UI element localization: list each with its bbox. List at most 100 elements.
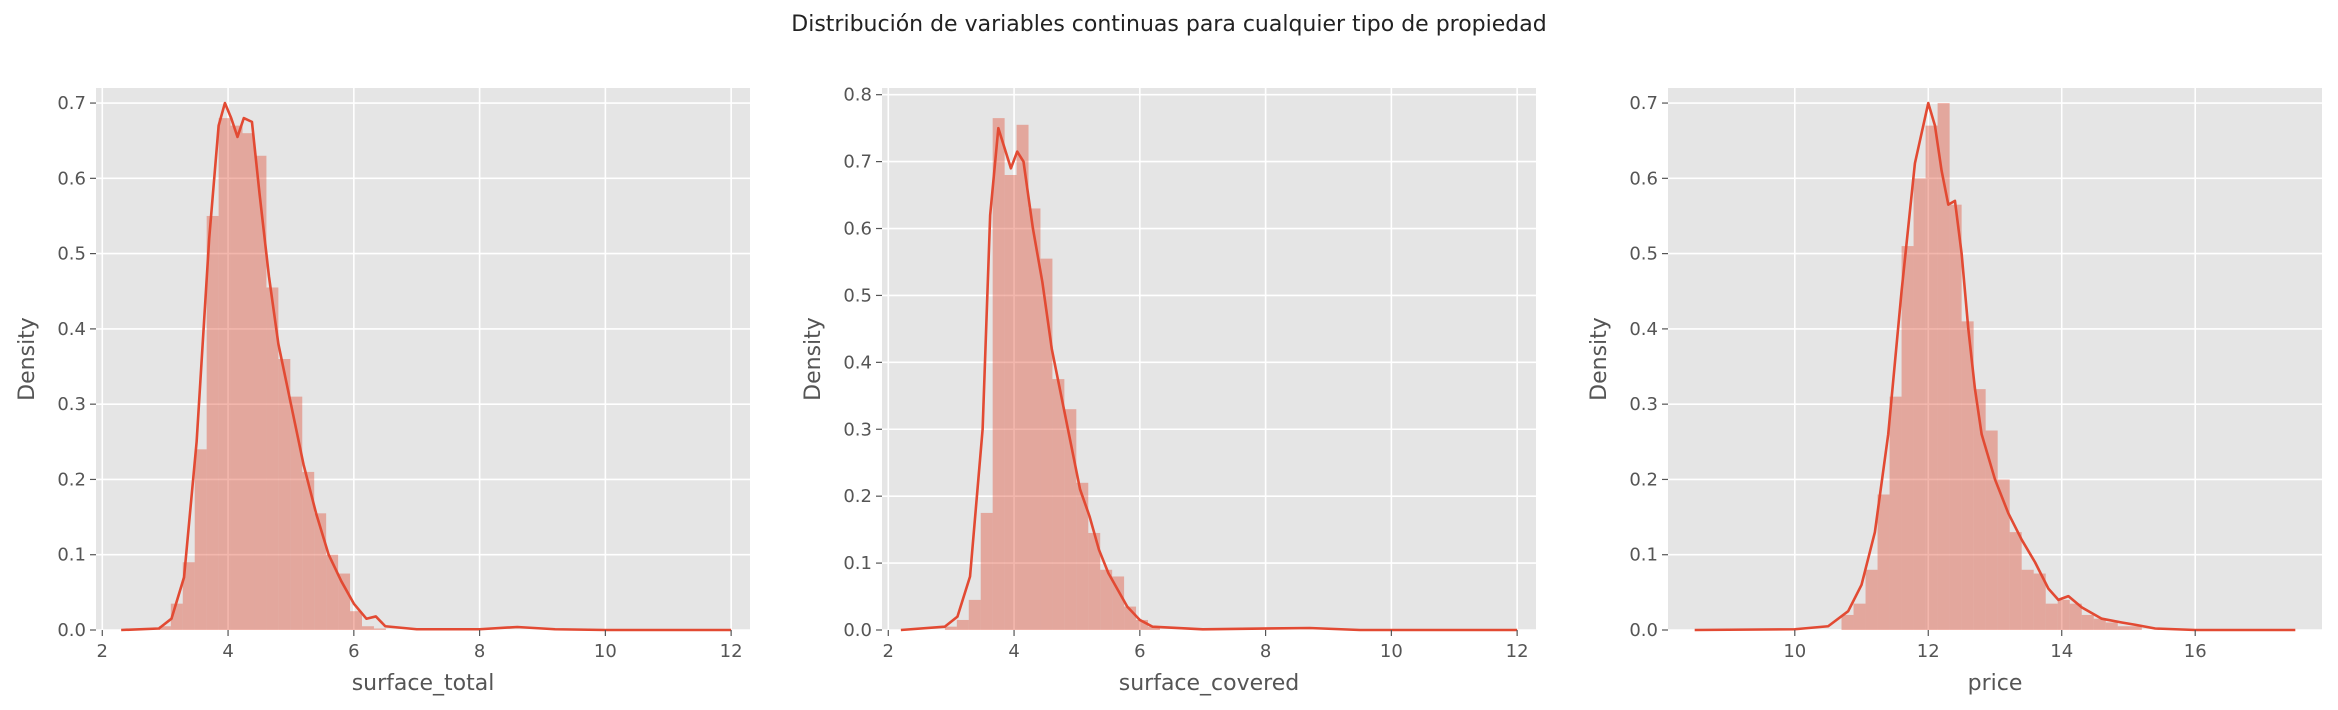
histogram-bar — [338, 573, 351, 630]
histogram-bar — [2021, 569, 2034, 630]
histogram-bar — [1925, 125, 1938, 630]
y-tick-label: 0.3 — [1629, 394, 1658, 415]
histogram-bar — [944, 626, 957, 630]
histogram-bar — [2129, 626, 2142, 630]
y-tick-label: 0.5 — [1629, 244, 1658, 265]
y-tick-label: 0.2 — [57, 469, 86, 490]
histogram-bar — [2081, 614, 2094, 630]
histogram-bar — [278, 359, 291, 630]
y-tick-label: 0.3 — [57, 394, 86, 415]
y-tick-label: 0.4 — [1629, 319, 1658, 340]
histogram-bar — [242, 133, 255, 630]
histogram-bar — [158, 626, 171, 630]
histogram-bar — [2033, 573, 2046, 630]
histogram-bar — [182, 562, 195, 630]
x-tick-label: 12 — [720, 641, 743, 662]
histogram-bar — [1865, 569, 1878, 630]
y-tick-label: 0.4 — [843, 352, 872, 373]
histogram-bar — [992, 118, 1005, 630]
histogram-bar — [326, 554, 339, 630]
histogram-bar — [1088, 532, 1101, 630]
x-tick-label: 10 — [1783, 641, 1806, 662]
histogram-bar — [1016, 124, 1029, 631]
figure-title: Distribución de variables continuas para… — [791, 12, 1547, 37]
x-tick-label: 12 — [1917, 641, 1940, 662]
y-tick-label: 0.0 — [843, 620, 872, 641]
histogram-bar — [170, 603, 183, 630]
histogram-bar — [2117, 626, 2130, 630]
x-tick-label: 12 — [1506, 641, 1529, 662]
histogram-bar — [350, 611, 363, 630]
y-axis-label: Density — [15, 317, 40, 401]
histogram-bar — [230, 125, 243, 630]
histogram-bar — [1148, 626, 1160, 630]
histogram-bar — [1937, 103, 1950, 631]
histogram-bar — [1004, 174, 1017, 630]
histogram-bar — [1136, 619, 1149, 630]
x-axis-label: surface_covered — [1119, 671, 1299, 696]
histogram-bar — [956, 619, 969, 630]
x-tick-label: 10 — [594, 641, 617, 662]
histogram-bar — [2009, 532, 2022, 630]
histogram-bar — [1124, 606, 1137, 630]
histogram-bar — [302, 471, 315, 630]
histogram-bar — [1961, 321, 1974, 630]
y-tick-label: 0.4 — [57, 319, 86, 340]
x-tick-label: 4 — [222, 641, 233, 662]
x-tick-label: 2 — [883, 641, 894, 662]
y-tick-label: 0.6 — [1629, 168, 1658, 189]
histogram-bar — [194, 449, 207, 630]
y-tick-label: 0.1 — [1629, 545, 1658, 566]
histogram-bar — [1853, 603, 1866, 630]
histogram-bar — [1841, 614, 1854, 630]
y-axis-label: Density — [1587, 317, 1612, 401]
y-tick-label: 0.0 — [57, 620, 86, 641]
histogram-bar — [1040, 258, 1053, 630]
y-tick-label: 0.1 — [843, 553, 872, 574]
x-tick-label: 14 — [2050, 641, 2073, 662]
plot-background — [882, 88, 1536, 630]
histogram-bar — [1997, 479, 2010, 630]
y-axis-label: Density — [801, 317, 826, 401]
histogram-bar — [266, 287, 279, 630]
y-tick-label: 0.3 — [843, 419, 872, 440]
histogram-bar — [1052, 379, 1065, 630]
x-tick-label: 6 — [348, 641, 359, 662]
kde-line — [900, 126, 1518, 632]
histogram-bar — [1112, 576, 1125, 630]
histogram-bar — [2093, 618, 2106, 630]
x-tick-label: 4 — [1008, 641, 1019, 662]
histogram-bar — [1949, 204, 1962, 631]
y-tick-label: 0.1 — [57, 545, 86, 566]
histogram-bar — [2045, 603, 2058, 630]
y-tick-label: 0.2 — [843, 486, 872, 507]
chart-panel-2: 2 4 6 8 10 12 0.0 0.1 0.2 0.3 0.4 0.5 0.6 0.7 0.8 surfa… — [801, 85, 1536, 696]
histogram-bar — [314, 513, 327, 630]
histogram-bar — [1100, 569, 1113, 630]
y-tick-label: 0.0 — [1629, 620, 1658, 641]
y-tick-label: 0.5 — [843, 285, 872, 306]
histogram-bar — [206, 215, 219, 630]
histogram-bar — [1064, 409, 1077, 630]
histogram-bar — [1901, 246, 1914, 631]
histogram-bar — [2069, 603, 2082, 630]
histogram-bar — [290, 396, 303, 630]
y-tick-label: 0.8 — [843, 85, 872, 106]
x-axis-label: price — [1968, 671, 2023, 696]
x-tick-label: 8 — [1260, 641, 1271, 662]
y-tick-label: 0.6 — [57, 168, 86, 189]
histogram-bar — [2105, 622, 2118, 630]
histogram-bar — [1076, 482, 1089, 630]
x-tick-label: 16 — [2184, 641, 2207, 662]
y-tick-label: 0.7 — [843, 152, 872, 173]
y-tick-label: 0.7 — [57, 93, 86, 114]
chart-panel-3: 10 12 14 16 0.0 0.1 0.2 0.3 0.4 0.5 0.6 0.7 price Den… — [1587, 88, 2322, 696]
histogram-bar — [1985, 430, 1998, 630]
histogram-bar — [1973, 389, 1986, 630]
x-tick-label: 2 — [97, 641, 108, 662]
histogram-bar — [2057, 599, 2070, 630]
histogram-bar — [1877, 494, 1890, 630]
histogram-bar — [1889, 396, 1902, 630]
plot-background — [96, 88, 750, 630]
